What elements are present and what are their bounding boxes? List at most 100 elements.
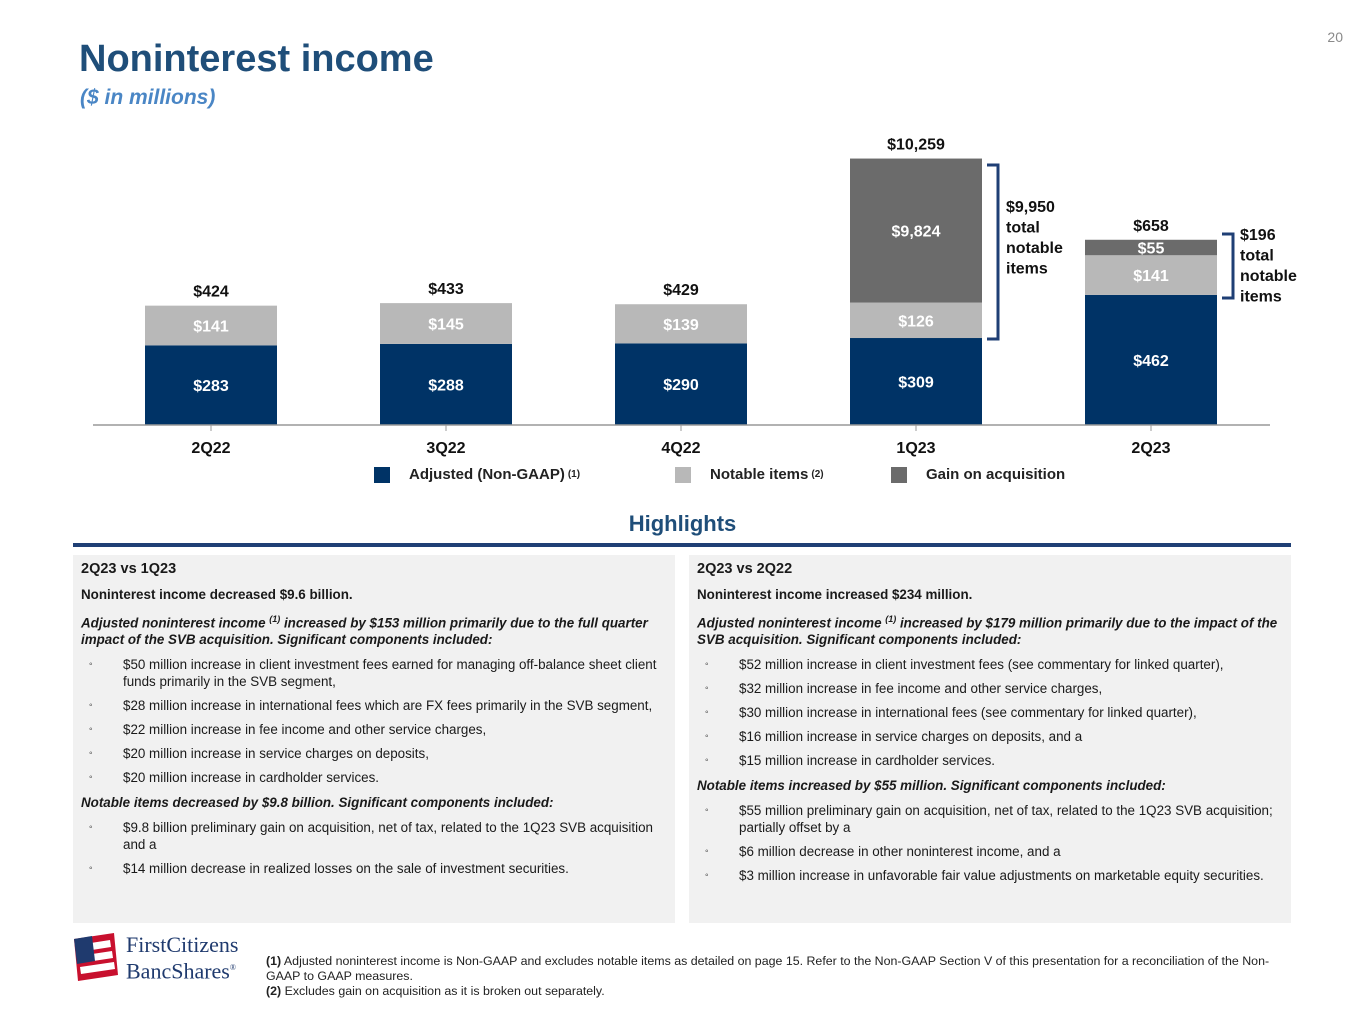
bar-label-notable: $139 [663, 317, 699, 334]
footnote-2-text: Excludes gain on acquisition as it is br… [281, 984, 605, 998]
panel-right-adjusted-pre: Adjusted noninterest income [697, 615, 886, 631]
legend-item-adjusted: Adjusted (Non-GAAP) (1) [374, 466, 580, 483]
panel-right-adjusted-sup: (1) [885, 614, 897, 624]
legend-label-gain: Gain on acquisition [926, 466, 1066, 483]
list-item: ◦ $22 million increase in fee income and … [81, 721, 667, 738]
panel-left-notable-heading: Notable items decreased by $9.8 billion.… [81, 795, 554, 811]
legend-item-gain: Gain on acquisition [891, 466, 1065, 483]
annotation-text-2q23: items [1240, 289, 1282, 306]
footnote-1: (1) Adjusted noninterest income is Non-G… [266, 954, 1296, 984]
list-item-text: $20 million increase in service charges … [123, 746, 429, 762]
bracket-2q23 [1222, 232, 1235, 300]
panel-left-adjusted-intro: Adjusted noninterest income (1) increase… [81, 611, 667, 648]
panel-left-adjusted-pre: Adjusted noninterest income [81, 615, 270, 631]
panel-right-adjusted-post: increased by $179 million primarily due … [697, 615, 1278, 648]
page-subtitle: ($ in millions) [80, 86, 216, 109]
bar-label-adjusted: $290 [663, 377, 699, 394]
panel-left-notable-list: ◦ $9.8 billion preliminary gain on acquis… [81, 819, 667, 877]
bar-label-notable: $141 [193, 318, 229, 335]
x-axis-label: 1Q23 [896, 440, 935, 457]
page-title: Noninterest income [79, 38, 434, 80]
list-item-text: $28 million increase in international fe… [123, 698, 653, 714]
bar-label-gain: $9,824 [892, 224, 941, 241]
bullet-icon: ◦ [705, 659, 709, 671]
list-item-text: $3 million increase in unfavorable fair … [739, 868, 1264, 884]
total-label: $658 [1133, 218, 1169, 235]
bullet-icon: ◦ [89, 748, 93, 760]
list-item-text: $16 million increase in service charges … [739, 729, 1083, 745]
legend-swatch-notable [675, 466, 691, 483]
list-item-text: $55 million preliminary gain on acquisit… [739, 803, 1273, 836]
bar-label-adjusted: $288 [428, 377, 464, 394]
bar-gain-1q23 [850, 158, 982, 303]
footnote-1-text: Adjusted noninterest income is Non-GAAP … [266, 954, 1270, 983]
annotation-text-2q23: total [1240, 248, 1274, 265]
highlights-panel-right: 2Q23 vs 2Q22 Noninterest income increase… [689, 555, 1291, 923]
panel-right-adjusted-intro: Adjusted noninterest income (1) increase… [697, 611, 1283, 648]
bullet-icon: ◦ [705, 805, 709, 817]
bullet-icon: ◦ [89, 822, 93, 834]
logo-line-2-text: BancShares [126, 958, 230, 984]
bar-label-adjusted: $462 [1133, 353, 1169, 370]
bullet-icon: ◦ [89, 863, 93, 875]
bullet-icon: ◦ [89, 772, 93, 784]
bullet-icon: ◦ [705, 683, 709, 695]
x-axis-label: 2Q23 [1131, 440, 1170, 457]
panel-right-notable-heading: Notable items increased by $55 million. … [697, 778, 1166, 794]
highlights-title: Highlights [628, 511, 737, 536]
list-item-text: $15 million increase in cardholder servi… [739, 753, 996, 769]
company-logo: FirstCitizens BancShares® [70, 931, 238, 985]
logo-registered-mark: ® [229, 963, 236, 973]
footnote-2: (2) Excludes gain on acquisition as it i… [266, 984, 1296, 999]
footnotes: (1) Adjusted noninterest income is Non-G… [266, 954, 1296, 999]
annotation-text-1q23: notable [1006, 240, 1063, 257]
list-item: ◦ $15 million increase in cardholder serv… [697, 752, 1283, 769]
panel-right-adjusted-list: ◦ $52 million increase in client investme… [697, 656, 1283, 769]
legend-sup-notable: (2) [811, 469, 824, 480]
logo-wordmark: FirstCitizens BancShares® [126, 933, 238, 982]
bullet-icon: ◦ [705, 846, 709, 858]
list-item: ◦ $3 million increase in unfavorable fair… [697, 867, 1283, 884]
logo-line-1: FirstCitizens [126, 932, 239, 958]
list-item: ◦ $50 million increase in client investme… [81, 656, 667, 690]
list-item-text: $6 million decrease in other noninterest… [739, 844, 1061, 860]
page-number: 20 [1327, 29, 1343, 45]
bar-notable-1q23 [850, 302, 982, 339]
footnote-2-marker: (2) [266, 984, 282, 998]
bar-label-adjusted: $283 [193, 378, 229, 395]
legend-swatch-adjusted [374, 466, 390, 483]
bar-label-notable: $141 [1133, 268, 1169, 285]
highlights-panel-left: 2Q23 vs 1Q23 Noninterest income decrease… [73, 555, 675, 923]
bullet-icon: ◦ [705, 707, 709, 719]
chart-legend: Adjusted (Non-GAAP) (1) Notable items (2) … [0, 466, 1365, 488]
bar-adjusted-3q22 [380, 343, 512, 425]
highlights-divider [73, 543, 1291, 547]
list-item: ◦ $30 million increase in international f… [697, 704, 1283, 721]
logo-line-2: BancShares® [126, 956, 238, 984]
bar-label-notable: $126 [898, 313, 934, 330]
list-item-text: $9.8 billion preliminary gain on acquisi… [123, 820, 653, 853]
total-label: $429 [663, 282, 699, 299]
panel-left-summary: Noninterest income decreased $9.6 billio… [81, 587, 353, 602]
list-item: ◦ $6 million decrease in other noninteres… [697, 843, 1283, 860]
legend-swatch-gain [891, 466, 907, 483]
annotation-text-2q23: notable [1240, 268, 1297, 285]
panel-right-heading: 2Q23 vs 2Q22 [697, 561, 793, 577]
bar-notable-2q23 [1085, 255, 1217, 295]
list-item-text: $50 million increase in client investmen… [123, 657, 657, 690]
list-item: ◦ $14 million decrease in realized losses… [81, 860, 667, 877]
panel-left-adjusted-list: ◦ $50 million increase in client investme… [81, 656, 667, 786]
bar-notable-4q22 [615, 304, 747, 344]
list-item: ◦ $52 million increase in client investme… [697, 656, 1283, 673]
legend-label-adjusted: Adjusted (Non-GAAP) [409, 466, 565, 483]
bar-adjusted-4q22 [615, 343, 747, 425]
annotation-text-1q23: items [1006, 261, 1048, 278]
bullet-icon: ◦ [705, 870, 709, 882]
bullet-icon: ◦ [89, 659, 93, 671]
legend-sup-adjusted: (1) [567, 469, 581, 480]
list-item: ◦ $28 million increase in international f… [81, 697, 667, 714]
x-axis-label: 3Q22 [426, 440, 465, 457]
annotation-text-1q23: total [1006, 220, 1040, 237]
stacked-bar-chart: $283 $141 $424 2Q22 $288 $145 $433 3Q22 $290 $139… [93, 137, 1297, 457]
x-axis-label: 4Q22 [661, 440, 700, 457]
